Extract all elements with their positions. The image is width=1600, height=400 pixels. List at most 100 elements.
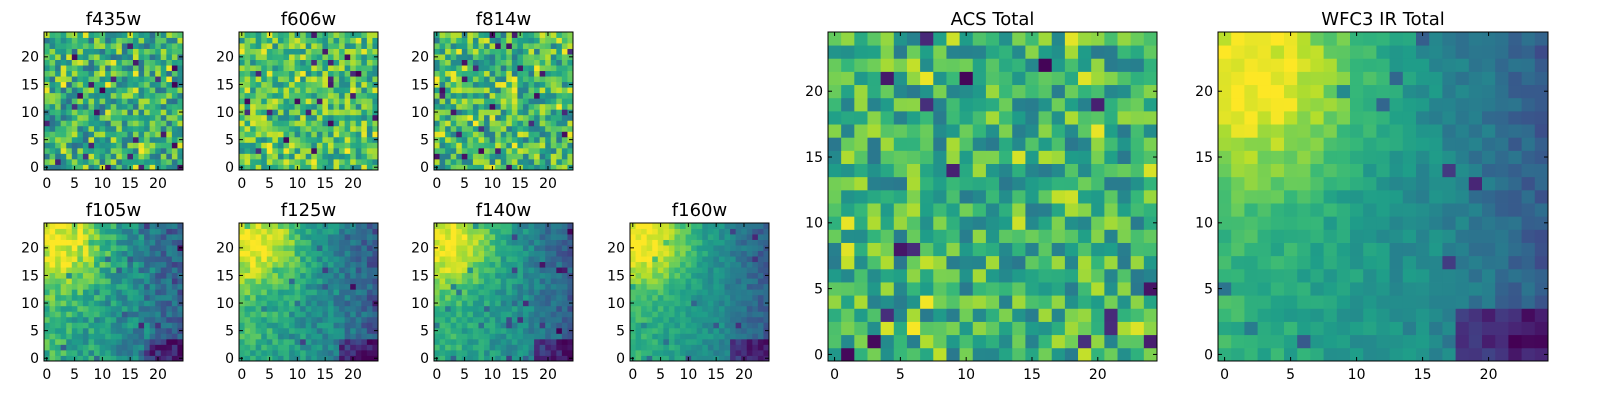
heatmap-cell	[461, 344, 468, 351]
heatmap-cell	[333, 59, 340, 66]
heatmap-cell	[567, 234, 574, 240]
heatmap-cell	[355, 327, 362, 334]
heatmap-cell	[828, 347, 842, 362]
heatmap-cell	[77, 283, 84, 290]
heatmap-cell	[149, 32, 156, 38]
heatmap-cell	[144, 81, 151, 88]
heatmap-cell	[999, 189, 1013, 204]
heatmap-cell	[110, 153, 117, 160]
heatmap-cell	[366, 164, 373, 171]
heatmap-cell	[60, 234, 67, 240]
heatmap-cell	[556, 245, 563, 251]
heatmap-cell	[71, 283, 78, 290]
heatmap-cell	[316, 131, 323, 138]
heatmap-cell	[250, 245, 257, 251]
heatmap-cell	[110, 278, 117, 285]
heatmap-cell	[283, 289, 290, 296]
heatmap-cell	[946, 229, 960, 243]
heatmap-cell	[166, 327, 173, 334]
heatmap-cell	[77, 267, 84, 274]
heatmap-cell	[685, 272, 692, 279]
heatmap-cell	[517, 272, 524, 279]
heatmap-cell	[500, 338, 507, 345]
heatmap-cell	[489, 322, 496, 329]
heatmap-cell	[752, 355, 759, 362]
heatmap-cell	[472, 48, 479, 55]
heatmap-cell	[434, 142, 440, 149]
heatmap-cell	[657, 250, 664, 257]
heatmap-cell	[344, 344, 351, 351]
heatmap-cell	[1064, 176, 1079, 191]
heatmap-cell	[484, 76, 490, 83]
heatmap-cell	[333, 355, 340, 362]
heatmap-cell	[567, 59, 574, 66]
heatmap-cell	[517, 344, 524, 351]
heatmap-cell	[300, 54, 307, 60]
heatmap-cell	[484, 333, 490, 340]
heatmap-cell	[674, 256, 681, 263]
heatmap-cell	[177, 338, 184, 345]
heatmap-cell	[657, 267, 664, 274]
heatmap-cell	[652, 355, 659, 362]
heatmap-cell	[60, 136, 67, 143]
heatmap-cell	[746, 283, 753, 290]
heatmap-cell	[339, 37, 346, 44]
heatmap-cell	[674, 338, 681, 345]
heatmap-cell	[685, 294, 692, 301]
heatmap-cell	[730, 289, 737, 296]
heatmap-cell	[305, 300, 312, 307]
axes-frame	[238, 222, 379, 362]
heatmap-cell	[439, 267, 446, 274]
heatmap-cell	[71, 87, 78, 94]
heatmap-cell	[244, 125, 251, 132]
heatmap-cell	[674, 316, 681, 323]
heatmap-cell	[550, 65, 557, 72]
heatmap-cell	[121, 223, 128, 229]
x-tick-label: 10	[93, 176, 111, 192]
heatmap-cell	[445, 245, 452, 251]
heatmap-cell	[730, 316, 737, 323]
heatmap-cell	[556, 136, 563, 143]
heatmap-cell	[691, 278, 698, 285]
heatmap-cell	[680, 333, 686, 340]
heatmap-cell	[255, 142, 262, 149]
heatmap-cell	[49, 114, 56, 121]
heatmap-cell	[880, 334, 895, 349]
heatmap-cell	[517, 87, 524, 94]
heatmap-cell	[289, 338, 295, 345]
heatmap-cell	[166, 223, 173, 229]
heatmap-cell	[646, 228, 653, 235]
heatmap-cell	[478, 158, 485, 165]
heatmap-cell	[1012, 295, 1026, 309]
heatmap-cell	[361, 59, 368, 66]
heatmap-cell	[350, 239, 357, 246]
heatmap-cell	[985, 308, 1000, 322]
heatmap-cell	[155, 54, 162, 60]
heatmap-cell	[132, 103, 139, 110]
heatmap-cell	[522, 338, 529, 345]
heatmap-cell	[545, 272, 552, 279]
heatmap-cell	[489, 305, 496, 312]
heatmap-cell	[646, 322, 653, 329]
heatmap-cell	[674, 228, 681, 235]
heatmap-cell	[674, 234, 681, 240]
heatmap-cell	[339, 349, 346, 356]
heatmap-cell	[361, 76, 368, 83]
heatmap-cell	[55, 164, 62, 171]
heatmap-cell	[1064, 189, 1079, 204]
heatmap-cell	[333, 300, 340, 307]
heatmap-cell	[277, 294, 284, 301]
heatmap-cell	[322, 261, 329, 268]
heatmap-cell	[550, 120, 557, 127]
heatmap-cell	[489, 245, 496, 251]
heatmap-cell	[445, 300, 452, 307]
heatmap-cell	[663, 333, 670, 340]
heatmap-cell	[534, 147, 541, 154]
heatmap-cell	[177, 65, 184, 72]
heatmap-cell	[746, 344, 753, 351]
heatmap-cell	[691, 245, 698, 251]
heatmap-cell	[361, 54, 368, 60]
heatmap-cell	[707, 344, 714, 351]
heatmap-cell	[461, 136, 468, 143]
